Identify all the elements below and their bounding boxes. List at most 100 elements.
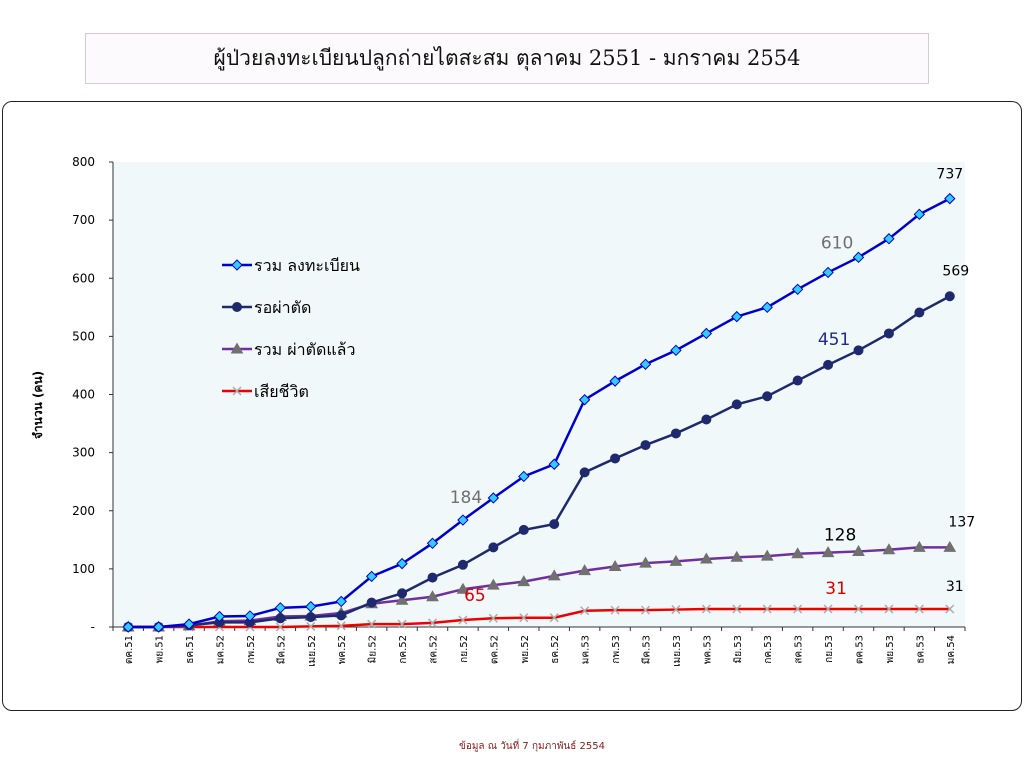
x-marker (701, 604, 711, 614)
circle-marker (275, 613, 286, 624)
data-label: 610 (821, 233, 853, 253)
x-marker-stroke (519, 613, 529, 623)
x-marker (793, 604, 803, 614)
x-tick-label: มีค.53 (641, 635, 653, 664)
triangle-marker (639, 556, 652, 568)
x-tick-label: ธค.52 (550, 635, 561, 664)
data-label: 31 (946, 579, 964, 595)
legend-entry-1: รอผ่าตัด (222, 298, 311, 317)
x-marker (458, 615, 468, 625)
diamond-marker (700, 327, 713, 340)
circle-marker (640, 440, 651, 451)
data-label: 569 (942, 263, 969, 279)
diamond-marker (670, 344, 682, 357)
y-tick-label: 500 (72, 329, 95, 343)
circle-marker (883, 328, 894, 339)
x-marker-stroke (275, 622, 285, 632)
x-marker (884, 604, 894, 614)
x-tick-label: เมย.52 (307, 635, 318, 667)
triangle-marker (912, 540, 926, 552)
circle-marker (823, 359, 834, 370)
x-marker-stroke (640, 605, 651, 615)
y-axis-label: จำนวน (คน) (31, 371, 45, 439)
triangle-marker (486, 578, 500, 590)
x-marker (610, 605, 620, 615)
series-line (128, 295, 951, 629)
circle-marker (366, 597, 377, 608)
diamond-marker (213, 610, 226, 623)
circle-marker (610, 453, 621, 464)
triangle-marker (943, 540, 957, 552)
diamond-marker (365, 570, 378, 583)
circle-marker (488, 542, 499, 553)
x-marker-stroke (549, 613, 559, 623)
x-marker-stroke (367, 619, 377, 629)
x-marker (549, 613, 559, 623)
triangle-marker (395, 593, 409, 605)
circle-marker (336, 610, 347, 621)
x-marker-stroke (853, 604, 864, 614)
x-marker-stroke (306, 621, 316, 631)
x-marker-stroke (427, 618, 438, 628)
circle-marker (232, 302, 242, 312)
x-tick-label: กค.53 (763, 635, 774, 664)
x-marker (853, 604, 864, 614)
x-tick-label: มิย.53 (733, 635, 744, 663)
circle-marker (701, 414, 712, 425)
diamond-marker (913, 208, 926, 221)
circle-marker (944, 291, 955, 302)
x-marker (336, 621, 346, 631)
x-tick-label: พค.52 (337, 635, 348, 664)
x-tick-label: กย.52 (459, 635, 470, 663)
x-marker-stroke (701, 604, 711, 614)
diamond-marker (152, 621, 165, 633)
triangle-marker (821, 546, 835, 558)
data-label: 31 (825, 579, 847, 599)
y-tick-label: 400 (72, 388, 95, 402)
x-marker (427, 618, 438, 628)
x-marker (640, 605, 651, 615)
series-lines (121, 192, 957, 633)
x-tick-label: มค.53 (581, 635, 592, 664)
series-line (128, 197, 951, 629)
x-marker (671, 605, 681, 615)
x-tick-label: พย.52 (520, 635, 531, 663)
x-marker-stroke (793, 604, 803, 614)
triangle-marker (852, 544, 865, 556)
series-line (128, 607, 950, 629)
x-marker-stroke (610, 605, 620, 615)
circle-marker (305, 612, 316, 623)
diamond-marker (183, 618, 195, 630)
diamond-marker (457, 514, 469, 526)
x-tick-label: มิย.52 (368, 635, 379, 663)
page-title-text: ผู้ป่วยลงทะเบียนปลูกถ่ายไตสะสม ตุลาคม 25… (213, 46, 801, 70)
diamond-marker (518, 470, 530, 483)
circle-marker (762, 391, 773, 402)
diamond-marker (609, 375, 621, 387)
x-marker (580, 606, 590, 616)
diamond-marker (883, 233, 895, 245)
data-label: 128 (824, 526, 856, 546)
x-tick-label: เมย.53 (672, 635, 683, 667)
triangle-marker (547, 569, 561, 581)
data-label: 65 (464, 586, 486, 606)
x-marker-stroke (336, 621, 346, 631)
x-marker-stroke (762, 604, 772, 614)
triangle-marker (669, 554, 683, 566)
x-marker-stroke (580, 606, 590, 616)
x-marker (275, 622, 285, 632)
x-marker-stroke (945, 604, 955, 614)
circle-marker (914, 307, 925, 318)
series-line (128, 546, 950, 629)
diamond-marker (578, 394, 591, 406)
circle-marker (853, 345, 864, 356)
x-marker-stroke (823, 604, 833, 614)
x-marker-stroke (884, 604, 894, 614)
series-0 (122, 192, 956, 633)
triangle-marker (699, 552, 713, 564)
circle-marker (427, 572, 438, 583)
legend-label: รวม ผ่าตัดแล้ว (254, 340, 355, 359)
diamond-marker (791, 283, 804, 296)
